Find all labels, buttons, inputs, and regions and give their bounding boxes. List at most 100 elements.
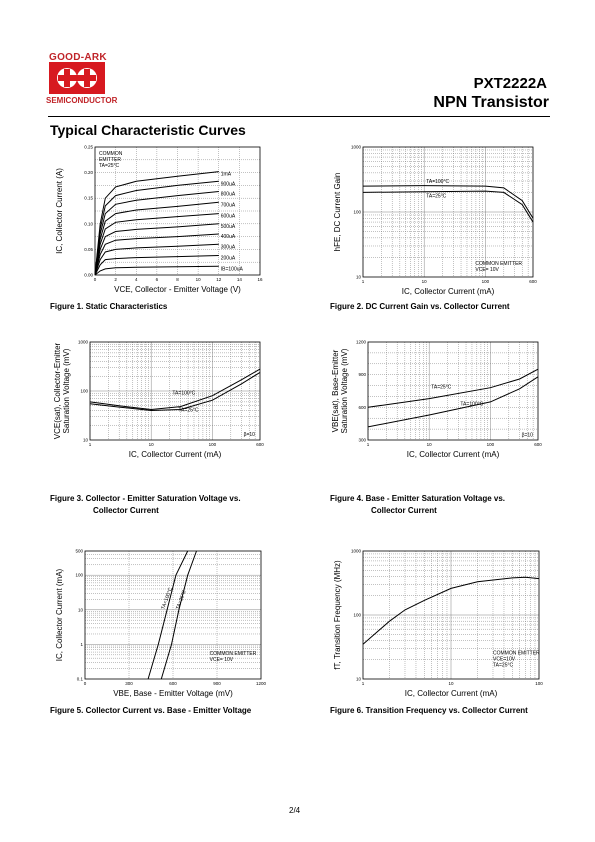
series-label: 1mA xyxy=(221,172,232,178)
series-line xyxy=(94,233,219,276)
figure-4-caption-line2: Collector Current xyxy=(371,506,437,515)
x-tick-label: 100 xyxy=(535,681,543,686)
plot-frame xyxy=(94,146,261,276)
y-axis-label: VBE(sat), Base-Emitter xyxy=(331,349,340,432)
y-axis-label: IC, Collector Current (A) xyxy=(55,168,64,254)
series-label: 400uA xyxy=(221,234,236,240)
annotation: VCE= 10V xyxy=(210,657,234,663)
x-tick-label: 10 xyxy=(448,681,454,686)
x-axis-label: IC, Collector Current (mA) xyxy=(407,450,500,459)
plot-frame xyxy=(89,341,261,441)
x-tick-label: 600 xyxy=(529,279,537,284)
annotation: VCE= 10V xyxy=(475,267,499,273)
series-line xyxy=(94,180,219,276)
annotation: TA=25°C xyxy=(493,663,513,669)
x-axis-label: IC, Collector Current (mA) xyxy=(405,689,498,698)
x-tick-label: 0 xyxy=(84,681,87,686)
y-tick-label: 600 xyxy=(358,405,366,410)
annotation: COMMON EMITTER xyxy=(210,651,257,657)
x-tick-label: 1 xyxy=(89,442,92,447)
y-tick-label: 10 xyxy=(83,438,89,443)
series-line xyxy=(147,550,189,680)
series-line xyxy=(89,371,261,412)
x-tick-label: 900 xyxy=(213,681,221,686)
y-tick-label: 0.05 xyxy=(84,247,93,252)
part-number: PXT2222A xyxy=(473,75,547,92)
x-tick-label: 1 xyxy=(362,279,365,284)
x-tick-label: 1200 xyxy=(256,681,267,686)
series-line xyxy=(94,213,219,276)
y-tick-label: 1 xyxy=(80,642,83,647)
x-tick-label: 4 xyxy=(135,277,138,282)
annotation: β=10 xyxy=(244,432,256,438)
series-line xyxy=(94,201,219,276)
x-tick-label: 12 xyxy=(216,277,222,282)
y-tick-label: 10 xyxy=(356,677,362,682)
plot-frame xyxy=(84,550,262,680)
device-description: NPN Transistor xyxy=(433,94,549,111)
figure-4-caption-line1: Figure 4. Base - Emitter Saturation Volt… xyxy=(330,494,506,503)
x-tick-label: 10 xyxy=(149,442,155,447)
figure-6-caption: Figure 6. Transition Frequency vs. Colle… xyxy=(330,706,528,715)
x-tick-label: 8 xyxy=(176,277,179,282)
series-label: TA=25°C xyxy=(175,589,188,610)
figure-1: 0 2 4 6 8 10 12 14 16 0.00 0.05 0.10 0.15 0.20 0.25 VCE… xyxy=(50,143,270,308)
series-label: TA=25°C xyxy=(178,407,198,413)
annotation: VCE=10V xyxy=(493,657,516,663)
figure-2: 1 10 100 600 10 100 1000 IC, Collector Current … xyxy=(328,143,548,308)
annotation: EMITTER xyxy=(99,157,121,163)
figure-1-caption: Figure 1. Static Characteristics xyxy=(50,302,168,311)
y-tick-label: 0.25 xyxy=(84,145,93,150)
series-label: TA=100°C xyxy=(460,401,483,407)
x-axis-label: IC, Collector Current (mA) xyxy=(402,287,495,296)
y-tick-label: 10 xyxy=(78,607,84,612)
x-tick-label: 2 xyxy=(114,277,117,282)
x-tick-label: 1 xyxy=(362,681,365,686)
series-label: IB=100uA xyxy=(221,266,244,272)
series-label: 600uA xyxy=(221,214,236,220)
y-tick-label: 0.15 xyxy=(84,196,93,201)
figure-3: 1 10 100 600 10 100 1000 IC, Collector Current … xyxy=(50,338,270,501)
y-tick-label: 10 xyxy=(356,275,362,280)
figure-4-caption: Figure 4. Base - Emitter Saturation Volt… xyxy=(330,493,505,517)
plot-frame xyxy=(362,550,540,680)
series-label: 300uA xyxy=(221,244,236,250)
y-tick-label: 0.00 xyxy=(84,273,93,278)
x-tick-label: 10 xyxy=(427,442,433,447)
section-title: Typical Characteristic Curves xyxy=(50,122,246,138)
x-tick-label: 100 xyxy=(209,442,217,447)
y-tick-label: 100 xyxy=(353,613,361,618)
annotation: β=10 xyxy=(522,433,534,439)
series-label: TA=100°C xyxy=(426,179,449,185)
plot-frame xyxy=(367,341,539,441)
series-label: TA=25°C xyxy=(431,385,451,391)
y-axis-label: VCE(sat), Collector-Emitter xyxy=(53,342,62,439)
figure-1-chart: 0 2 4 6 8 10 12 14 16 0.00 0.05 0.10 0.15 0.20 0.25 VCE… xyxy=(55,145,263,295)
series-label: 500uA xyxy=(221,224,236,230)
x-tick-label: 10 xyxy=(196,277,202,282)
figure-3-caption-line1: Figure 3. Collector - Emitter Saturation… xyxy=(50,494,241,503)
x-tick-label: 100 xyxy=(487,442,495,447)
y-axis-label: hFE, DC Current Gain xyxy=(333,173,342,252)
series-line xyxy=(367,376,539,428)
y-tick-label: 300 xyxy=(358,438,366,443)
x-tick-label: 600 xyxy=(534,442,542,447)
y-tick-label: 1000 xyxy=(351,145,362,150)
figure-5: 0 300 600 900 1200 0.1 1 10 100 500 VBE, Base - Em… xyxy=(50,547,270,708)
figure-2-caption: Figure 2. DC Current Gain vs. Collector … xyxy=(330,302,510,311)
annotation: TA=25°C xyxy=(99,163,119,169)
figure-4: 1 10 100 600 300 600 900 1200 IC, Collector Curr… xyxy=(328,338,548,501)
series-label: 200uA xyxy=(221,256,236,262)
series-line xyxy=(362,576,540,645)
y-tick-label: 0.10 xyxy=(84,221,93,226)
series-line xyxy=(89,368,261,411)
x-tick-label: 16 xyxy=(257,277,263,282)
figure-6: 1 10 100 10 100 1000 IC, Collector Current (mA… xyxy=(328,547,548,708)
series-label: 900uA xyxy=(221,181,236,187)
y-tick-label: 100 xyxy=(80,389,88,394)
y-axis-label-line2: Saturation Voltage (mV) xyxy=(340,348,349,433)
figure-3-caption: Figure 3. Collector - Emitter Saturation… xyxy=(50,493,241,517)
series-line xyxy=(94,265,219,276)
